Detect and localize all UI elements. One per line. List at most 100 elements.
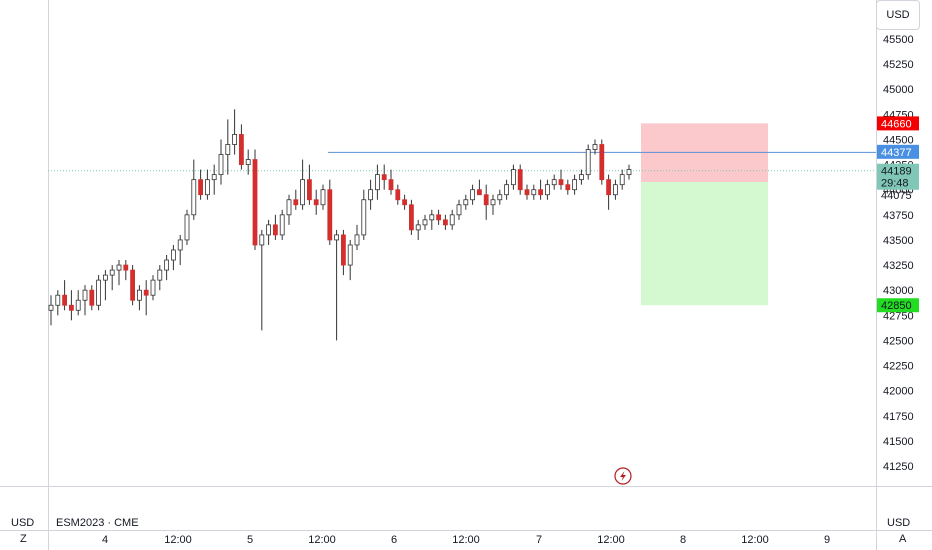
auto-scale-button[interactable]: A	[899, 533, 907, 545]
candle-body	[470, 189, 476, 201]
candle-body	[82, 289, 88, 301]
stop-price-label-bg	[877, 116, 919, 131]
time-tick-label: 12:00	[452, 534, 480, 546]
price-tick-label: 42000	[883, 386, 914, 398]
candle-body	[259, 234, 265, 246]
candle-body	[395, 189, 401, 201]
last-price-label: 44189	[881, 166, 912, 178]
candle-body	[225, 144, 231, 155]
candle-body	[96, 279, 101, 306]
time-tick-label: 6	[391, 534, 397, 546]
time-axis-ticks: 4 12:00 5 12:00 6 12:00 7 12:00 8 12:00 9	[102, 534, 830, 546]
candle-body	[340, 234, 346, 266]
candle-body	[402, 199, 408, 206]
candle-body	[245, 159, 251, 165]
price-tick-label: 43000	[883, 285, 914, 297]
price-tick-label: 44500	[883, 134, 914, 146]
take-profit-zone[interactable]	[641, 182, 768, 306]
time-tick-label: 7	[536, 534, 542, 546]
candle-body	[164, 259, 170, 271]
candle-body	[619, 174, 625, 186]
candle-body	[150, 279, 156, 296]
candle-body	[306, 179, 312, 201]
candle-body	[613, 184, 618, 196]
candle-body	[313, 199, 319, 206]
candle-body	[109, 269, 115, 276]
time-tick-label: 12:00	[741, 534, 769, 546]
candle-body	[538, 189, 543, 196]
level-price-label: 44377	[881, 147, 912, 159]
candle-body	[442, 219, 448, 226]
candle-body	[531, 189, 537, 196]
candle-body	[143, 289, 149, 296]
target-price-label-bg	[877, 298, 919, 313]
price-tick-label: 42500	[883, 335, 914, 347]
candle-body	[211, 174, 217, 181]
candle-body	[504, 184, 510, 196]
price-tick-label: 43250	[883, 260, 914, 272]
candle-body	[456, 204, 462, 216]
candle-body	[204, 179, 210, 196]
candle-body	[361, 199, 367, 236]
candle-body	[62, 294, 67, 306]
candle-body	[347, 244, 353, 266]
candle-body	[232, 134, 238, 145]
candle-body	[116, 264, 122, 271]
candle-body	[272, 224, 278, 236]
candle-body	[184, 214, 190, 241]
candle-body	[55, 294, 61, 306]
time-tick-label: 12:00	[164, 534, 192, 546]
target-price-label: 42850	[881, 300, 912, 312]
stop-price-label: 44660	[881, 118, 912, 130]
candle-body	[354, 234, 360, 246]
price-axis-ticks: 41250 41500 41750 42000 42250 42500 42750 43000…	[883, 34, 914, 473]
candle-body	[558, 179, 564, 186]
time-tick-label: 4	[102, 534, 108, 546]
candle-body	[422, 219, 428, 226]
candle-body	[490, 199, 496, 206]
candle-body	[497, 194, 503, 201]
time-tick-label: 12:00	[308, 534, 336, 546]
candle-body	[198, 179, 204, 196]
currency-label-bottom-left[interactable]: USD	[11, 517, 35, 529]
candle-body	[266, 224, 272, 236]
candle-body	[279, 214, 285, 236]
timezone-corner-button[interactable]: Z	[20, 533, 27, 545]
price-tick-label: 41750	[883, 411, 914, 423]
candle-body	[415, 224, 421, 231]
candle-body	[238, 134, 244, 165]
candle-body	[334, 234, 340, 241]
candle-body	[517, 169, 523, 191]
candle-body	[89, 289, 95, 306]
candle-body	[626, 169, 632, 176]
candle-body	[381, 174, 387, 181]
candle-body	[218, 154, 224, 176]
currency-button-top[interactable]: USD	[876, 0, 920, 30]
candle-body	[327, 189, 333, 241]
candle-body	[436, 214, 442, 221]
price-tick-label: 43750	[883, 210, 914, 222]
candle-body	[320, 189, 326, 206]
candle-body	[551, 179, 557, 186]
price-tick-label: 42750	[883, 310, 914, 322]
candle-body	[606, 179, 611, 196]
candle-body	[293, 199, 299, 206]
candlestick-series	[48, 109, 632, 341]
price-tick-label: 45000	[883, 84, 914, 96]
time-tick-label: 12:00	[597, 534, 625, 546]
candle-body	[157, 269, 163, 281]
candle-body	[592, 144, 598, 150]
bar-countdown-label: 29:48	[881, 178, 909, 190]
candle-body	[130, 269, 136, 301]
price-tick-label: 45500	[883, 34, 914, 46]
candle-body	[388, 179, 394, 191]
time-tick-label: 9	[824, 534, 830, 546]
level-price-label-bg	[877, 144, 919, 159]
candle-body	[123, 264, 129, 271]
currency-label-bottom-right[interactable]: USD	[887, 517, 911, 529]
lightning-icon[interactable]	[614, 467, 632, 485]
time-tick-label: 5	[247, 534, 253, 546]
candle-body	[368, 189, 374, 201]
